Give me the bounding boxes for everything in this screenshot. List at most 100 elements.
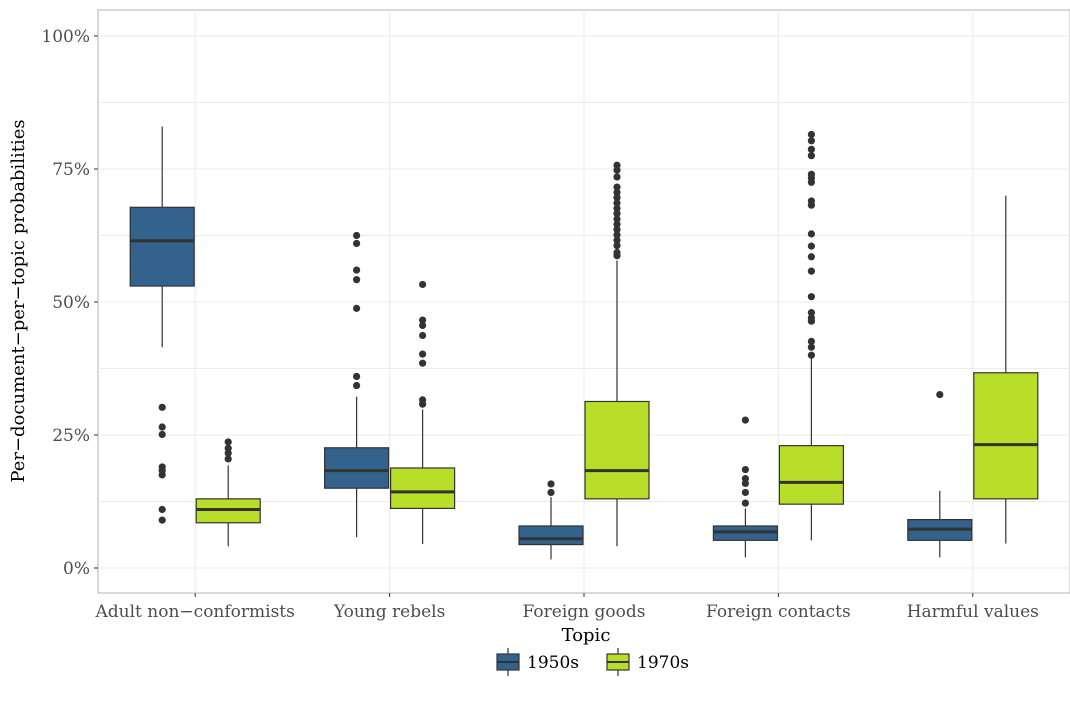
outlier-point (419, 280, 427, 289)
outlier-point (419, 331, 427, 340)
box-iqr (390, 467, 456, 510)
outlier-point (613, 166, 621, 174)
outlier-point (741, 499, 750, 507)
x-axis-ticks: Adult non−conformists Young rebels Foreign… (95, 593, 1039, 622)
x-tick-label: Young rebels (333, 602, 445, 622)
outlier-point (353, 266, 361, 274)
box-iqr (778, 445, 845, 505)
outlier-point (613, 199, 621, 207)
box-iqr (584, 400, 650, 500)
outlier-point (419, 400, 427, 408)
outlier-point (158, 516, 166, 524)
box-1950s-2 (518, 480, 584, 560)
outlier-point (419, 350, 427, 358)
outlier-point (547, 480, 555, 488)
outlier-point (807, 152, 816, 160)
outlier-point (807, 137, 816, 145)
outlier-point (613, 183, 621, 191)
box-iqr (324, 447, 390, 489)
y-axis-title: Per−document−per−topic probabilities (8, 119, 29, 482)
outlier-point (807, 242, 816, 250)
legend-label: 1950s (527, 653, 579, 673)
outlier-point (224, 455, 232, 463)
outlier-point (807, 337, 816, 345)
box-iqr (973, 372, 1039, 500)
outlier-point (807, 309, 816, 317)
outlier-point (224, 438, 232, 446)
outlier-point (807, 317, 816, 325)
outlier-point (807, 145, 816, 153)
outlier-point (419, 359, 427, 367)
outlier-point (158, 505, 166, 514)
y-tick-label: 75% (52, 160, 90, 180)
box-1970s-1 (390, 280, 456, 545)
outlier-point (807, 230, 816, 238)
legend-item-1970s: 1970s (606, 648, 689, 676)
box-1950s-1 (324, 231, 390, 538)
outlier-point (613, 252, 621, 260)
outlier-point (158, 471, 166, 479)
outlier-point (613, 204, 621, 212)
x-tick-label: Harmful values (907, 602, 1039, 622)
x-tick-label: Adult non−conformists (95, 602, 295, 622)
outlier-point (224, 449, 232, 457)
box-1970s-0 (195, 438, 261, 547)
outlier-point (741, 416, 750, 424)
y-axis-ticks: 0% 25% 50% 75% 100% (41, 27, 98, 579)
outlier-point (807, 267, 816, 275)
outlier-point (807, 343, 816, 351)
outlier-point (547, 488, 555, 497)
box-iqr (518, 525, 584, 546)
x-tick-label: Foreign goods (523, 602, 646, 622)
outlier-point (353, 231, 361, 240)
outlier-point (936, 390, 944, 399)
outlier-point (353, 304, 361, 312)
outlier-point (613, 226, 621, 234)
outlier-point (741, 465, 750, 474)
outlier-point (353, 276, 361, 284)
outlier-point (158, 430, 166, 439)
outlier-point (613, 210, 621, 218)
outlier-point (613, 242, 621, 250)
outlier-point (613, 231, 621, 239)
legend-label: 1970s (637, 653, 689, 673)
outlier-point (613, 236, 621, 244)
outlier-point (353, 239, 361, 248)
boxes (129, 126, 1039, 560)
box-1970s-4 (973, 195, 1039, 544)
outlier-point (353, 381, 361, 390)
outlier-point (158, 403, 166, 411)
outlier-point (419, 316, 427, 324)
outlier-point (807, 253, 816, 261)
legend: 1950s 1970s (496, 648, 689, 676)
legend-item-1950s: 1950s (496, 648, 579, 676)
x-tick-label: Foreign contacts (706, 602, 851, 622)
outlier-point (613, 173, 621, 181)
outlier-point (807, 130, 816, 139)
outlier-point (613, 220, 621, 228)
y-tick-label: 100% (41, 27, 90, 47)
y-tick-label: 25% (52, 426, 90, 446)
y-tick-label: 50% (52, 293, 90, 313)
outlier-point (741, 479, 750, 488)
box-1950s-4 (907, 390, 973, 558)
outlier-point (158, 423, 166, 431)
box-iqr (129, 206, 195, 287)
outlier-point (613, 188, 621, 197)
outlier-point (741, 488, 750, 497)
x-axis-title: Topic (562, 625, 611, 646)
outlier-point (807, 178, 816, 186)
outlier-point (613, 194, 621, 202)
y-tick-label: 0% (63, 559, 90, 579)
box-1970s-3 (778, 130, 845, 541)
box-1950s-0 (129, 126, 195, 524)
box-1970s-2 (584, 161, 650, 547)
outlier-point (613, 215, 621, 223)
outlier-point (807, 201, 816, 209)
outlier-point (807, 351, 816, 359)
outlier-point (419, 321, 427, 330)
outlier-point (353, 372, 361, 381)
outlier-point (807, 293, 816, 301)
box-1950s-3 (712, 416, 779, 558)
